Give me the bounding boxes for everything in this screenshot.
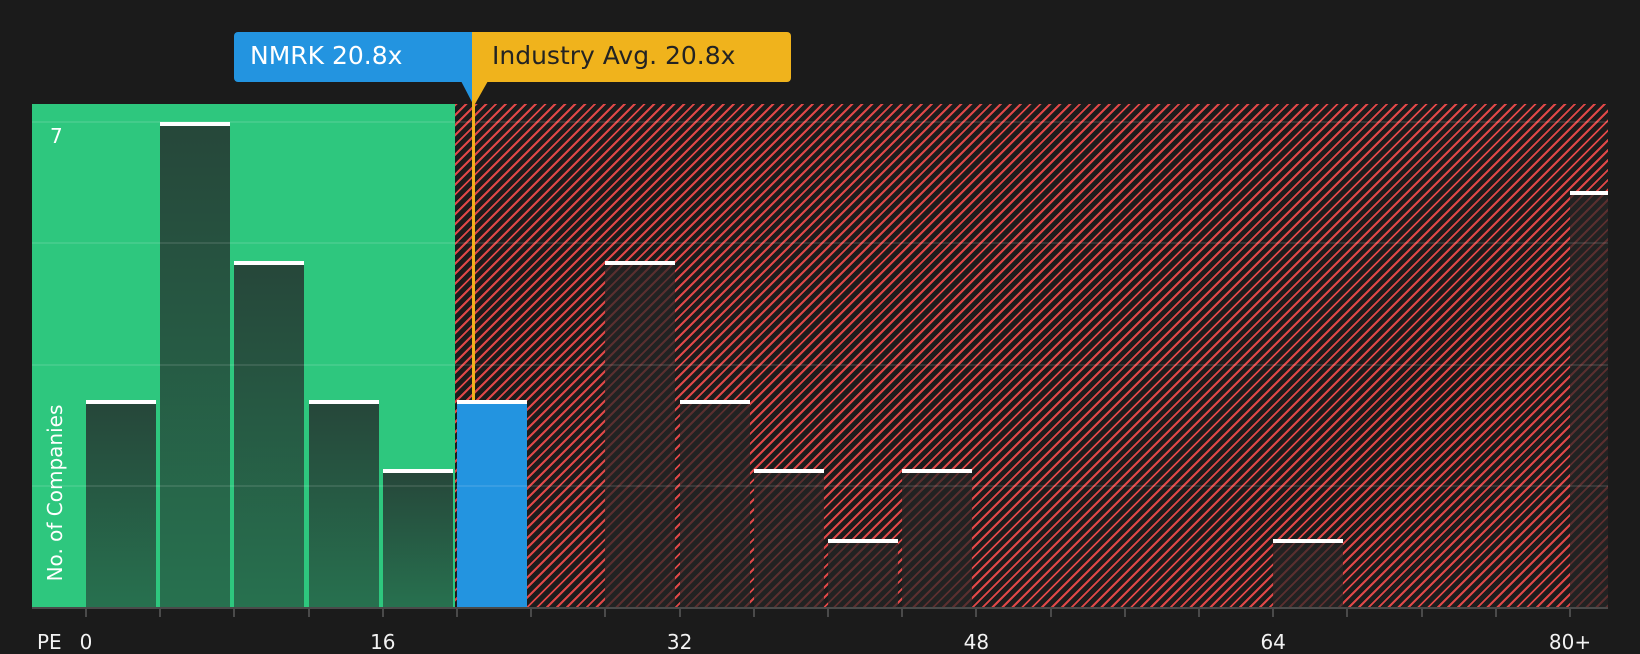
- gridline: [32, 242, 1608, 245]
- histogram-bar: [308, 399, 379, 608]
- x-axis-line: [32, 607, 1608, 609]
- x-tick: [1569, 609, 1571, 617]
- x-tick: [901, 609, 904, 617]
- x-tick: [456, 609, 458, 617]
- x-tick: [752, 609, 755, 617]
- company-pointer-icon: [461, 81, 473, 104]
- x-tick-label: 16: [370, 630, 396, 654]
- x-tick: [1123, 609, 1126, 617]
- x-tick: [827, 609, 829, 617]
- histogram-bar: [679, 399, 750, 608]
- x-tick: [975, 609, 978, 617]
- histogram-bar: [605, 260, 676, 608]
- x-tick-label: 32: [666, 630, 693, 654]
- company-pe-text: NMRK 20.8x: [250, 41, 403, 70]
- x-tick: [604, 609, 607, 617]
- x-tick: [1198, 609, 1200, 617]
- industry-pointer-icon: [472, 81, 488, 104]
- histogram-bar: [753, 469, 824, 608]
- x-tick: [1420, 609, 1423, 617]
- company-bin-bar: [457, 399, 527, 608]
- x-tick-label: 80+: [1548, 630, 1592, 654]
- industry-average-pe-label: Industry Avg. 20.8x: [472, 32, 791, 82]
- industry-average-line: [471, 104, 475, 400]
- x-tick: [1049, 609, 1052, 617]
- histogram-bar: [86, 399, 156, 608]
- x-tick-label: 0: [79, 630, 93, 654]
- x-tick: [1346, 609, 1349, 617]
- x-axis-title: PE: [37, 630, 62, 654]
- x-tick: [1272, 609, 1275, 617]
- x-tick: [381, 609, 384, 617]
- x-tick: [1494, 609, 1497, 617]
- company-pe-label: NMRK 20.8x: [234, 32, 472, 82]
- y-axis-max-label: 7: [50, 124, 63, 148]
- industry-average-pe-text: Industry Avg. 20.8x: [492, 41, 736, 70]
- x-tick-label: 64: [1260, 630, 1286, 654]
- x-tick: [530, 609, 533, 617]
- histogram-bar: [902, 469, 973, 608]
- gridline: [32, 363, 1608, 366]
- histogram-bar: [1273, 538, 1344, 608]
- histogram-bar: [1570, 191, 1608, 608]
- gridline: [32, 120, 1608, 123]
- histogram-bar: [382, 469, 453, 608]
- x-tick-label: 48: [963, 630, 990, 654]
- x-tick: [159, 609, 162, 617]
- x-tick: [678, 609, 681, 617]
- histogram-bar: [160, 121, 231, 608]
- histogram-bar: [828, 538, 898, 608]
- x-tick: [85, 609, 87, 617]
- x-tick: [307, 609, 310, 617]
- gridline: [32, 485, 1608, 488]
- histogram-bar: [234, 260, 305, 608]
- x-tick: [233, 609, 236, 617]
